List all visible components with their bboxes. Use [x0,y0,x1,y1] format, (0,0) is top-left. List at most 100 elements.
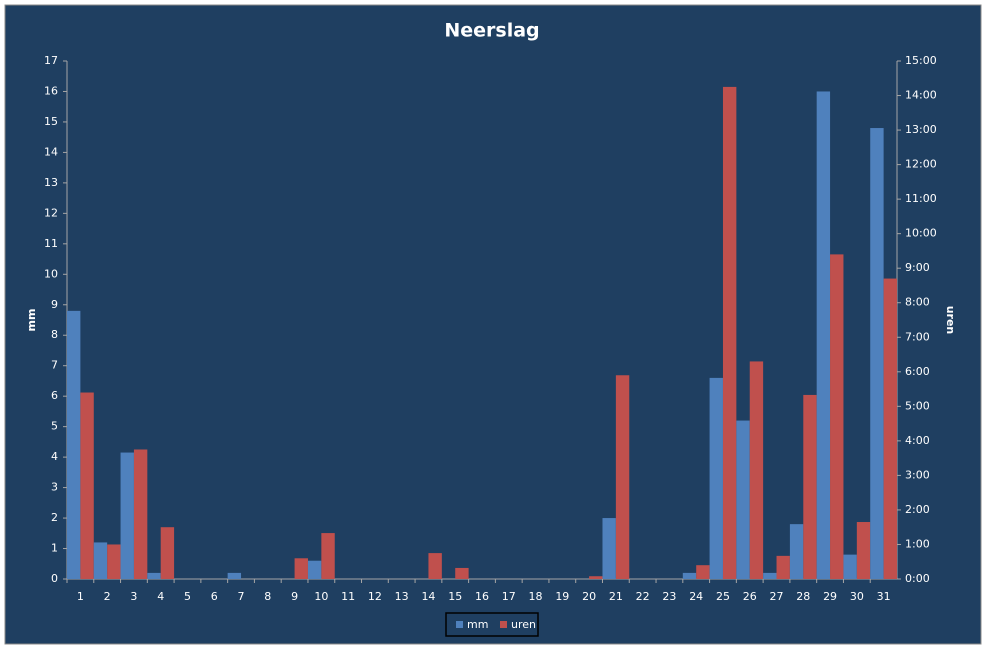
y2-tick-label: 15:00 [905,54,937,67]
x-tick-label: 31 [877,590,891,603]
bar [816,91,831,580]
x-tick-label: 16 [475,590,489,603]
bar [428,553,442,579]
y-tick-label: 5 [51,420,58,433]
bar [856,522,871,579]
y2-tick-label: 6:00 [905,365,930,378]
x-tick-label: 23 [662,590,676,603]
x-tick-label: 30 [850,590,864,603]
y-tick-label: 12 [44,206,58,219]
bar [843,554,857,579]
y2-tick-label: 14:00 [905,89,937,102]
y-axis-label: mm [25,309,38,332]
legend [445,612,539,637]
bar [93,542,108,579]
bar [763,572,777,579]
x-tick-label: 7 [238,590,245,603]
bar [696,565,710,579]
y2-tick-label: 4:00 [905,434,930,447]
y-tick-label: 7 [51,359,58,372]
x-tick-label: 28 [796,590,810,603]
y-tick-label: 8 [51,328,58,341]
bar [120,452,134,579]
y2-tick-label: 5:00 [905,399,930,412]
bar [80,392,94,579]
y2-tick-label: 10:00 [905,227,937,240]
x-tick-label: 10 [314,590,328,603]
bar [67,310,81,579]
bar [455,567,469,579]
legend-swatch [500,621,507,628]
y2-tick-label: 7:00 [905,330,930,343]
bar [803,394,817,579]
y-tick-label: 11 [44,237,58,250]
x-tick-label: 25 [716,590,730,603]
y-tick-label: 15 [44,115,58,128]
bar [589,576,603,579]
x-tick-label: 26 [743,590,757,603]
bar [722,86,737,580]
y2-tick-label: 13:00 [905,123,937,136]
bar [736,420,750,579]
x-tick-label: 24 [689,590,703,603]
bar [682,572,697,579]
bar [307,560,322,579]
x-tick-label: 15 [448,590,462,603]
bar [749,361,764,579]
bar [227,572,242,579]
y-tick-label: 2 [51,511,58,524]
y2-axis-label: uren [944,306,957,335]
y-tick-label: 0 [51,572,58,585]
y-tick-label: 6 [51,389,58,402]
y2-tick-label: 1:00 [905,537,930,550]
x-tick-label: 21 [609,590,623,603]
y2-tick-label: 8:00 [905,296,930,309]
y2-tick-label: 2:00 [905,503,930,516]
y-tick-label: 14 [44,145,58,158]
y-tick-label: 17 [44,54,58,67]
y2-tick-label: 9:00 [905,261,930,274]
x-tick-label: 14 [421,590,435,603]
x-tick-label: 4 [157,590,164,603]
bar [133,449,148,579]
x-tick-label: 29 [823,590,837,603]
x-tick-label: 13 [395,590,409,603]
y2-tick-label: 12:00 [905,158,937,171]
y-tick-label: 3 [51,481,58,494]
y2-tick-label: 11:00 [905,192,937,205]
x-tick-label: 12 [368,590,382,603]
x-tick-label: 1 [77,590,84,603]
x-tick-label: 19 [555,590,569,603]
bar [883,278,897,579]
bar [294,558,308,579]
y-tick-label: 9 [51,298,58,311]
legend-label: mm [467,618,488,631]
bar [107,544,121,579]
chart-title: Neerslag [444,20,539,42]
bar [147,572,161,579]
bar [615,375,630,579]
x-tick-label: 6 [211,590,218,603]
x-tick-label: 5 [184,590,191,603]
legend-label: uren [511,618,536,631]
legend-swatch [456,621,463,628]
x-tick-label: 20 [582,590,596,603]
y-tick-label: 1 [51,542,58,555]
x-tick-label: 9 [291,590,298,603]
bar [789,524,804,579]
bar [709,377,723,579]
bar [830,254,844,580]
x-tick-label: 27 [770,590,784,603]
x-tick-label: 22 [636,590,650,603]
x-tick-label: 18 [529,590,543,603]
bar [870,128,884,580]
y-tick-label: 13 [44,176,58,189]
bar [321,533,335,579]
bar [160,527,175,579]
x-tick-label: 3 [130,590,137,603]
bar [776,555,790,579]
bar [602,518,616,579]
y-tick-label: 10 [44,267,58,280]
x-tick-label: 11 [341,590,355,603]
